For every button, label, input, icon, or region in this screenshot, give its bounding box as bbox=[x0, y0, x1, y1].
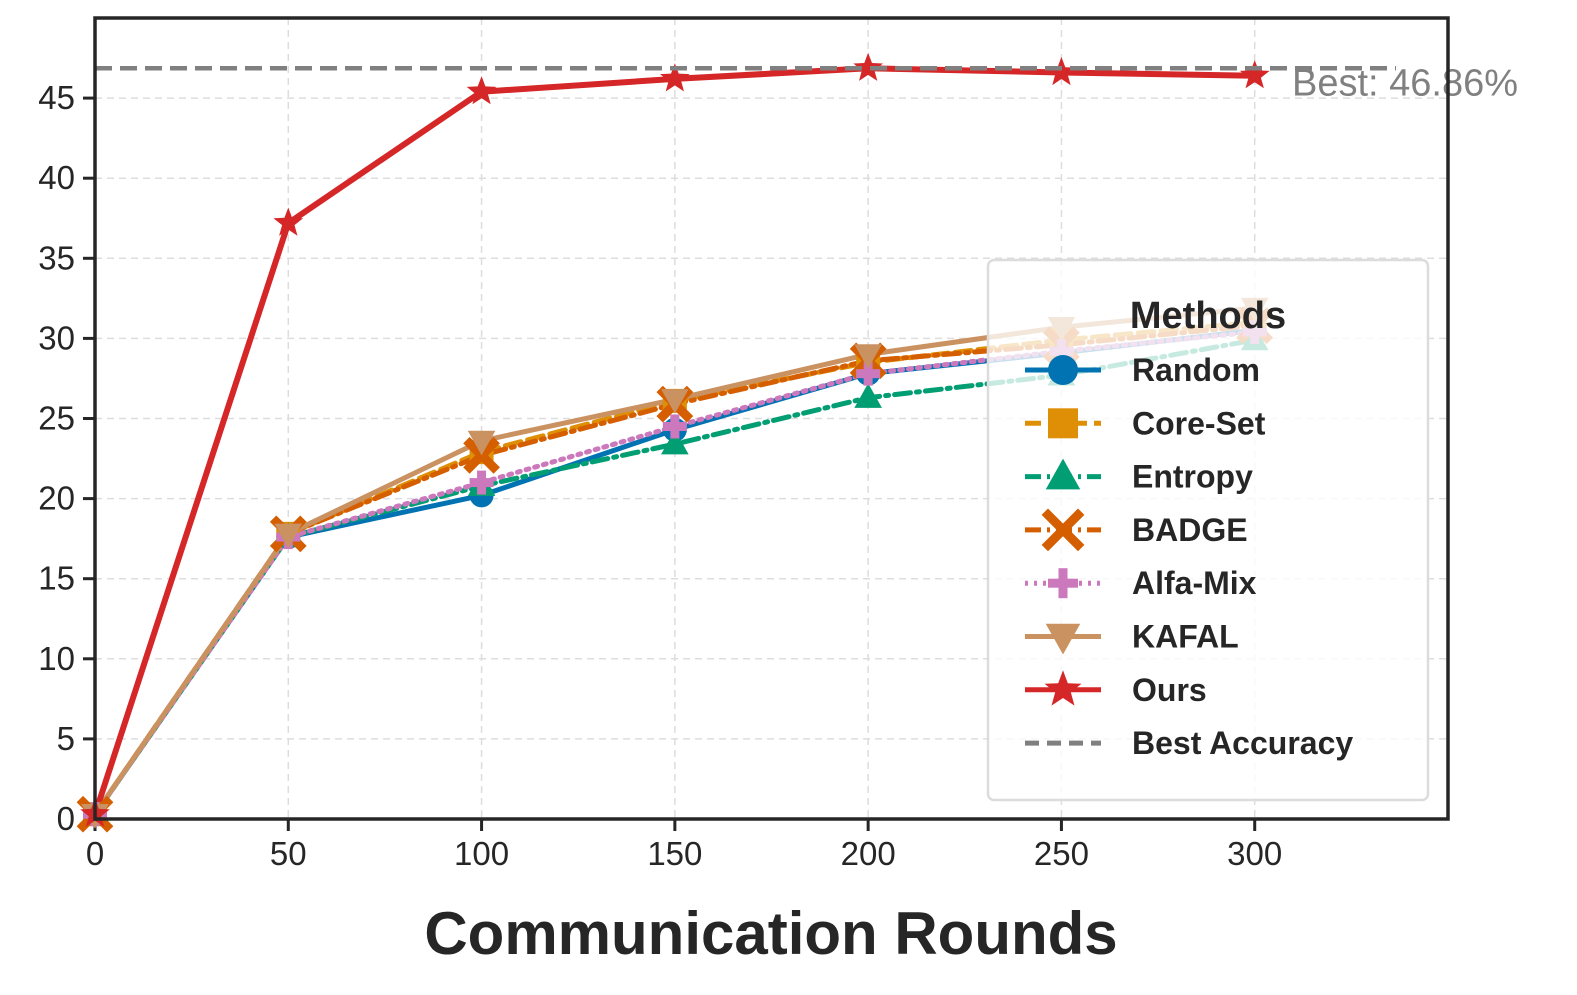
legend-marker-ours bbox=[1044, 670, 1082, 706]
legend-marker-kafal bbox=[1045, 623, 1081, 655]
y-tick-label: 40 bbox=[38, 159, 75, 196]
y-tick-label: 35 bbox=[38, 239, 75, 276]
data-point-ours bbox=[853, 52, 883, 81]
data-point-kafal bbox=[661, 389, 689, 414]
legend-label: Ours bbox=[1132, 672, 1207, 708]
x-tick-label: 150 bbox=[647, 835, 702, 872]
data-point-entropy bbox=[854, 383, 882, 408]
legend-marker-alfa-mix bbox=[1048, 568, 1078, 599]
x-tick-label: 100 bbox=[454, 835, 509, 872]
data-point-ours bbox=[466, 76, 497, 105]
data-point-kafal bbox=[467, 430, 496, 456]
x-tick-label: 200 bbox=[841, 835, 896, 872]
legend-marker-badge-stroke bbox=[1041, 508, 1085, 552]
y-tick-label: 5 bbox=[57, 720, 75, 757]
legend-label: Best Accuracy bbox=[1132, 725, 1353, 761]
legend-marker-badge bbox=[1041, 508, 1085, 552]
legend-label: Entropy bbox=[1132, 459, 1253, 495]
data-point-alfa-mix bbox=[662, 414, 687, 439]
data-point-badge bbox=[463, 436, 500, 474]
data-point-entropy bbox=[661, 429, 689, 455]
x-tick-label: 300 bbox=[1227, 835, 1282, 872]
x-axis-title: Communication Rounds bbox=[424, 900, 1117, 967]
data-point-ours bbox=[273, 207, 304, 236]
legend-marker-alfa-mix-bar bbox=[1058, 568, 1068, 599]
y-tick-label: 0 bbox=[57, 800, 75, 837]
data-point-alfa-mix-bar bbox=[477, 470, 487, 495]
x-tick-label: 250 bbox=[1034, 835, 1089, 872]
legend-title: Methods bbox=[1130, 295, 1286, 337]
data-point-alfa-mix-bar bbox=[670, 414, 680, 439]
legend: Methods Random Core-Set Entropy BADGE Alfa-Mi… bbox=[986, 258, 1430, 802]
x-tick-label: 0 bbox=[86, 835, 104, 872]
data-point-kafal bbox=[274, 523, 303, 549]
legend-label: Random bbox=[1132, 352, 1260, 388]
y-tick-label: 25 bbox=[38, 400, 75, 437]
data-point-alfa-mix bbox=[856, 361, 881, 386]
legend-label: BADGE bbox=[1132, 512, 1248, 548]
y-tick-label: 30 bbox=[38, 319, 75, 356]
legend-label: KAFAL bbox=[1132, 619, 1239, 655]
data-point-ours bbox=[660, 63, 690, 92]
y-tick-label: 15 bbox=[38, 560, 75, 597]
data-point-alfa-mix-bar bbox=[863, 361, 873, 386]
x-tick-label: 50 bbox=[270, 835, 307, 872]
data-point-badge-stroke bbox=[463, 436, 500, 474]
legend-label: Alfa-Mix bbox=[1132, 565, 1257, 601]
y-tick-label: 45 bbox=[38, 79, 75, 116]
best-accuracy-label: Best: 46.86% bbox=[1292, 62, 1518, 104]
legend-marker-core-set bbox=[1048, 408, 1078, 439]
plot-frame bbox=[93, 16, 1450, 821]
legend-marker-random bbox=[1048, 355, 1078, 385]
y-tick-label: 20 bbox=[38, 480, 75, 517]
best-accuracy-layer: Best: 46.86% bbox=[95, 62, 1518, 104]
axes: 0 50 100 150 200 250 300 0 5 10 15 20 25 30 35 40 45 bbox=[38, 79, 1282, 872]
y-tick-label: 10 bbox=[38, 640, 75, 677]
legend-box bbox=[986, 258, 1430, 802]
data-point-kafal bbox=[854, 344, 882, 369]
legend-marker-entropy bbox=[1045, 458, 1081, 490]
legend-label: Core-Set bbox=[1132, 405, 1266, 441]
data-point-ours bbox=[1046, 56, 1077, 86]
data-point-ours bbox=[1239, 60, 1270, 89]
data-point-alfa-mix bbox=[469, 470, 494, 495]
